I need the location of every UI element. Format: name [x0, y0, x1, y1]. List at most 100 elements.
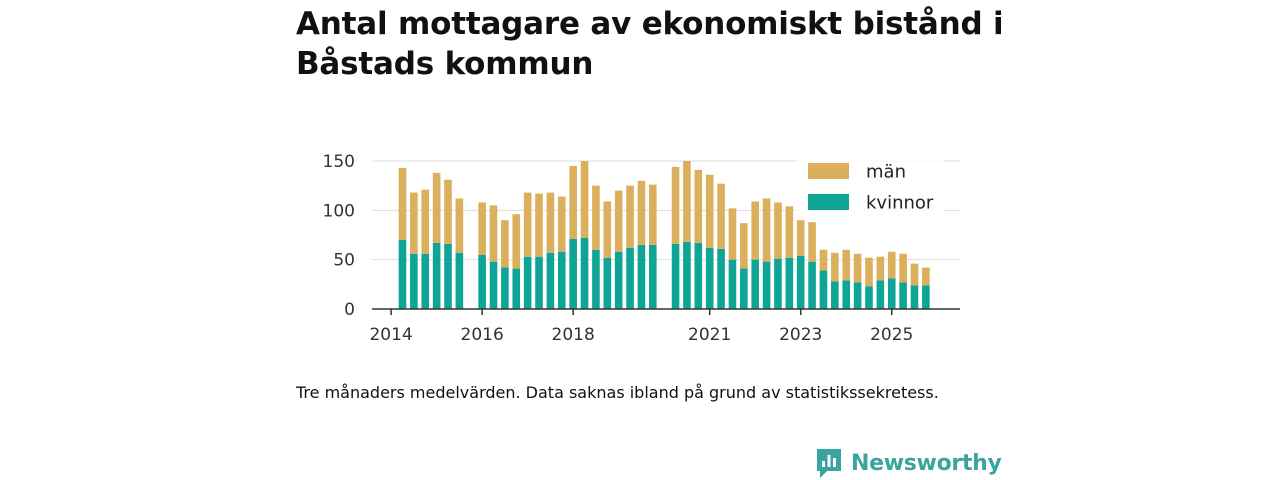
y-axis-ticks: 0 50 100 150 [323, 152, 355, 320]
bar-man [512, 214, 521, 269]
bar-man [876, 256, 885, 281]
bar-kvinnor [808, 261, 816, 309]
bar-kvinnor [796, 255, 805, 309]
bar-man [671, 166, 680, 244]
bar-man [546, 192, 555, 253]
bar-man [728, 208, 737, 260]
legend-swatch [808, 163, 849, 179]
bar-kvinnor [705, 247, 714, 309]
bar-kvinnor [842, 280, 851, 309]
y-tick-label: 0 [344, 300, 355, 320]
bars [398, 161, 930, 309]
bar-kvinnor [626, 247, 634, 309]
bar-kvinnor [421, 253, 430, 309]
bar-kvinnor [535, 256, 543, 309]
bar-kvinnor [910, 285, 919, 309]
bar-man [421, 189, 430, 254]
y-tick-label: 50 [333, 251, 355, 271]
bar-kvinnor [489, 261, 498, 309]
bar-man [489, 205, 498, 262]
x-tick-label: 2014 [369, 325, 412, 345]
bar-kvinnor [774, 258, 782, 309]
bar-kvinnor [455, 252, 464, 309]
bar-kvinnor [523, 256, 532, 309]
bar-man [831, 252, 839, 282]
bar-man [592, 185, 600, 250]
bar-man [569, 165, 577, 239]
bar-kvinnor [546, 252, 555, 309]
bar-man [455, 198, 464, 253]
bar-kvinnor [694, 242, 703, 309]
bar-man [501, 220, 509, 268]
bar-man [853, 253, 862, 283]
brand: Newsworthy [815, 446, 1002, 480]
x-tick-label: 2025 [870, 325, 913, 345]
bar-man [398, 167, 407, 240]
bar-man [432, 172, 441, 243]
bar-kvinnor [865, 286, 873, 309]
bar-man [535, 193, 543, 257]
bar-kvinnor [512, 268, 521, 309]
bar-kvinnor [717, 248, 725, 309]
bar-man [649, 184, 657, 245]
bar-man [410, 192, 418, 254]
bar-kvinnor [785, 257, 794, 309]
x-tick-label: 2023 [779, 325, 822, 345]
bar-kvinnor [410, 253, 418, 309]
bar-man [705, 174, 714, 248]
bar-man [819, 249, 828, 271]
bar-kvinnor [740, 268, 748, 309]
bar-kvinnor [876, 280, 885, 309]
bar-man [842, 249, 851, 281]
bar-man [478, 202, 486, 255]
bar-man [808, 222, 816, 262]
bar-kvinnor [853, 282, 862, 309]
x-tick-label: 2016 [461, 325, 504, 345]
bar-man [796, 220, 805, 256]
bar-man [523, 192, 532, 257]
bar-kvinnor [398, 239, 407, 309]
bar-man [626, 185, 634, 248]
legend-label: män [866, 162, 906, 183]
bar-kvinnor [649, 244, 657, 309]
bar-man [603, 201, 612, 258]
bar-kvinnor [683, 241, 691, 309]
bar-man [922, 267, 930, 286]
x-axis: 2014 2016 2018 2021 2023 2025 [369, 308, 960, 345]
y-tick-label: 150 [323, 152, 355, 172]
bar-kvinnor [557, 251, 566, 309]
legend-swatch [808, 194, 849, 210]
bar-man [785, 206, 794, 258]
bar-kvinnor [762, 261, 771, 309]
legend-label: kvinnor [866, 193, 934, 214]
legend: män kvinnor [796, 157, 944, 217]
bar-man [444, 179, 452, 244]
bar-kvinnor [899, 282, 907, 309]
bar-kvinnor [478, 254, 486, 309]
bar-kvinnor [831, 281, 839, 309]
bar-kvinnor [887, 278, 896, 309]
bar-man [580, 161, 589, 238]
bar-man [751, 201, 760, 260]
bar-man [637, 180, 646, 245]
bar-kvinnor [751, 259, 760, 309]
bar-kvinnor [603, 257, 612, 309]
bar-man [910, 263, 919, 286]
bar-kvinnor [614, 251, 623, 309]
y-tick-label: 100 [323, 201, 355, 221]
brand-name: Newsworthy [851, 450, 1002, 476]
bar-kvinnor [432, 242, 441, 309]
bar-kvinnor [728, 259, 737, 309]
bar-kvinnor [922, 285, 930, 309]
bar-kvinnor [592, 249, 600, 309]
chart-title: Antal mottagare av ekonomiskt bistånd i … [296, 6, 1004, 82]
bar-man [683, 161, 691, 242]
newsworthy-logo-icon [817, 449, 841, 478]
bar-man [694, 169, 703, 243]
bar-kvinnor [637, 244, 646, 309]
bar-man [774, 202, 782, 259]
bar-kvinnor [819, 270, 828, 309]
x-tick-label: 2021 [688, 325, 731, 345]
bar-man [762, 198, 771, 262]
